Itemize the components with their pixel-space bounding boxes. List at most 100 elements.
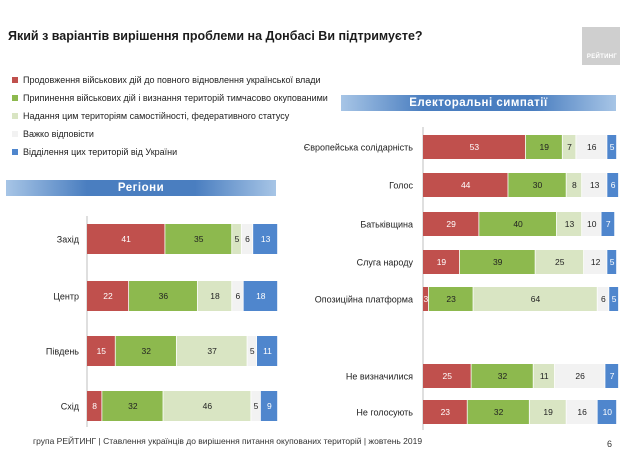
- regions-bar-segment: [87, 391, 102, 421]
- electoral-bar-segment: [479, 212, 557, 236]
- page-title: Який з варіантів вирішення проблеми на Д…: [8, 29, 423, 43]
- electoral-data-label: 16: [587, 142, 597, 152]
- regions-bar-segment: [243, 281, 278, 311]
- electoral-bar-segment: [576, 135, 607, 159]
- regions-bar-segment: [232, 224, 241, 254]
- electoral-bar-segment: [423, 364, 471, 388]
- electoral-data-label: 32: [494, 407, 504, 417]
- regions-data-label: 36: [159, 291, 169, 301]
- regions-banner: Регіони: [6, 180, 276, 196]
- legend-item-hard-to-say: Важко відповісти: [12, 125, 328, 143]
- electoral-bar-segment: [566, 400, 597, 424]
- regions-data-label: 18: [256, 291, 266, 301]
- legend-label: Надання цим територіям самостійності, фе…: [23, 111, 290, 121]
- electoral-data-label: 23: [446, 294, 456, 304]
- electoral-bar-segment: [533, 364, 555, 388]
- electoral-bar-segment: [582, 173, 607, 197]
- electoral-bar-segment: [607, 173, 619, 197]
- electoral-bar-segment: [607, 250, 617, 274]
- rating-logo-text: РЕЙТИНГ: [586, 54, 618, 60]
- legend-item-autonomy: Надання цим територіям самостійності, фе…: [12, 107, 328, 125]
- regions-bar-segment: [260, 391, 278, 421]
- electoral-bar-segment: [597, 400, 617, 424]
- regions-data-label: 46: [203, 401, 213, 411]
- electoral-category-label: Європейська солідарність: [304, 143, 414, 153]
- electoral-bar-segment: [601, 212, 615, 236]
- regions-data-label: 5: [254, 401, 259, 411]
- electoral-data-label: 25: [443, 371, 453, 381]
- electoral-data-label: 12: [591, 257, 601, 267]
- electoral-bar-segment: [471, 364, 533, 388]
- electoral-data-label: 10: [587, 219, 597, 229]
- electoral-data-label: 11: [540, 371, 549, 381]
- electoral-bar-segment: [554, 364, 605, 388]
- legend-label: Важко відповісти: [23, 129, 94, 139]
- electoral-data-label: 10: [603, 407, 613, 417]
- electoral-bar-segment: [605, 364, 619, 388]
- electoral-data-label: 19: [540, 142, 550, 152]
- electoral-bar-segment: [556, 212, 582, 236]
- electoral-data-label: 25: [555, 257, 565, 267]
- electoral-data-label: 40: [513, 219, 523, 229]
- electoral-bar-segment: [535, 250, 584, 274]
- electoral-data-label: 30: [533, 180, 543, 190]
- regions-bar-segment: [87, 281, 129, 311]
- electoral-category-label: Опозиційна платформа: [315, 295, 413, 305]
- electoral-bar-segment: [609, 287, 619, 311]
- regions-bar-segment: [256, 336, 278, 366]
- electoral-data-label: 8: [572, 180, 577, 190]
- regions-bar-segment: [232, 281, 243, 311]
- electoral-data-label: 39: [493, 257, 503, 267]
- electoral-bar-segment: [597, 287, 609, 311]
- electoral-bar-segment: [473, 287, 597, 311]
- regions-bar-segment: [129, 281, 197, 311]
- regions-bar-segment: [253, 224, 278, 254]
- regions-data-label: 8: [92, 401, 97, 411]
- electoral-data-label: 26: [575, 371, 585, 381]
- electoral-data-label: 3: [424, 294, 429, 304]
- electoral-data-label: 44: [461, 180, 471, 190]
- electoral-data-label: 5: [612, 294, 617, 304]
- electoral-category-label: Не визначилися: [346, 372, 413, 382]
- electoral-data-label: 7: [606, 219, 611, 229]
- electoral-bar-segment: [607, 135, 617, 159]
- electoral-data-label: 13: [590, 180, 600, 190]
- electoral-category-label: Не голосують: [356, 408, 413, 418]
- regions-bar-segment: [87, 336, 115, 366]
- regions-data-label: 32: [128, 401, 138, 411]
- electoral-bar-segment: [467, 400, 529, 424]
- page-number: 6: [607, 439, 613, 449]
- electoral-bar-segment: [508, 173, 566, 197]
- regions-data-label: 5: [235, 234, 240, 244]
- legend-item-ceasefire: Припинення військових дій і визнання тер…: [12, 89, 328, 107]
- electoral-data-label: 16: [577, 407, 587, 417]
- legend-label: Припинення військових дій і визнання тер…: [23, 93, 328, 103]
- electoral-data-label: 5: [610, 142, 615, 152]
- regions-bar-segment: [197, 281, 232, 311]
- electoral-data-label: 5: [610, 257, 615, 267]
- regions-bar-segment: [87, 224, 165, 254]
- electoral-data-label: 32: [498, 371, 508, 381]
- electoral-bar-segment: [423, 135, 526, 159]
- electoral-bar-segment: [584, 250, 607, 274]
- electoral-bar-segment: [562, 135, 576, 159]
- regions-data-label: 32: [141, 346, 151, 356]
- legend-swatch: [12, 113, 18, 119]
- legend-item-separation: Відділення цих територій від України: [12, 143, 328, 161]
- regions-bar-segment: [102, 391, 163, 421]
- electoral-bar-segment: [423, 287, 429, 311]
- regions-category-label: Південь: [46, 347, 79, 357]
- footer-source: група РЕЙТИНГ | Ставлення українців до в…: [33, 436, 423, 446]
- electoral-data-label: 64: [531, 294, 541, 304]
- legend-item-continue-military: Продовження військових дій до повного ві…: [12, 71, 328, 89]
- legend-swatch: [12, 149, 18, 155]
- electoral-bar-segment: [459, 250, 535, 274]
- electoral-bar-segment: [423, 400, 467, 424]
- electoral-data-label: 19: [437, 257, 447, 267]
- electoral-data-label: 19: [543, 407, 553, 417]
- regions-data-label: 6: [236, 291, 241, 301]
- electoral-data-label: 29: [446, 219, 456, 229]
- regions-data-label: 5: [250, 346, 255, 356]
- electoral-bar-segment: [423, 250, 460, 274]
